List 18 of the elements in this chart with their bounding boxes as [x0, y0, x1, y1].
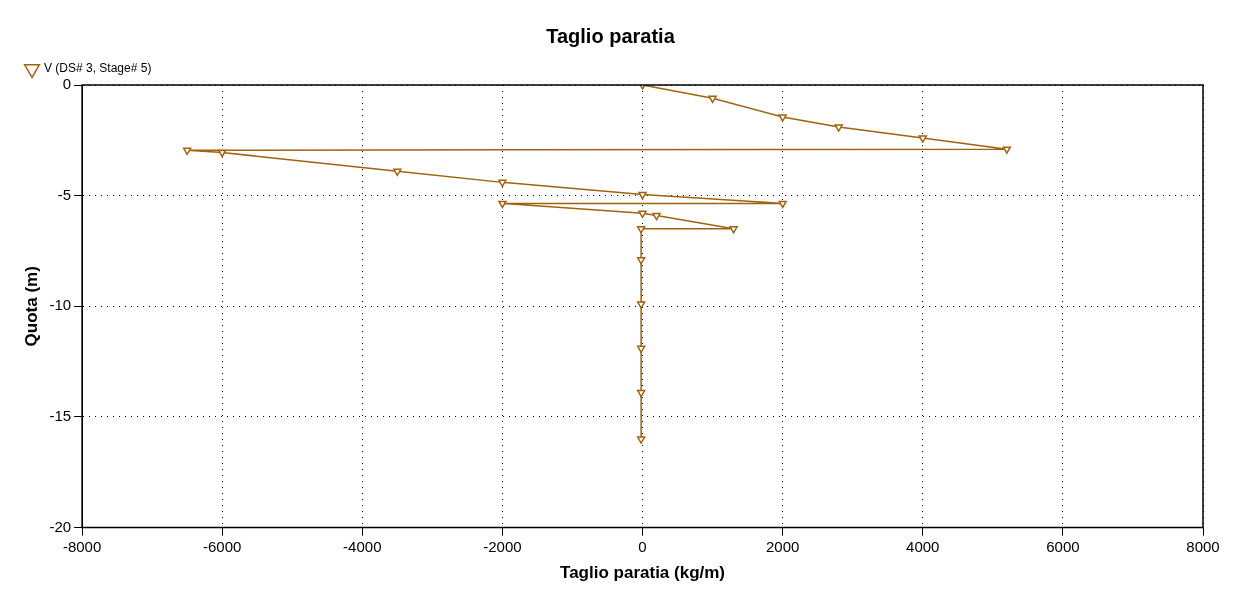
y-tick-label: -10	[49, 296, 72, 314]
x-axis-title: Taglio paratia (kg/m)	[560, 563, 726, 583]
x-tick-label: -8000	[62, 537, 102, 555]
x-tick-label: 2000	[765, 537, 800, 555]
y-axis-title: Quota (m)	[21, 266, 41, 347]
x-tick-label: 8000	[1186, 537, 1220, 555]
legend-label: V (DS# 3, Stage# 5)	[44, 61, 152, 76]
y-tick-label: -5	[57, 185, 72, 203]
y-tick-label: -15	[49, 407, 72, 425]
x-tick-label: -6000	[203, 537, 242, 555]
x-tick-label: 0	[638, 537, 647, 555]
x-tick-label: -2000	[483, 537, 522, 555]
y-tick-label: -20	[49, 517, 72, 535]
x-tick-label: 4000	[906, 537, 940, 555]
chart-title: Taglio paratia	[546, 24, 676, 47]
x-tick-label: -4000	[343, 537, 382, 555]
x-tick-label: 6000	[1046, 537, 1080, 555]
y-tick-label: 0	[62, 75, 72, 93]
